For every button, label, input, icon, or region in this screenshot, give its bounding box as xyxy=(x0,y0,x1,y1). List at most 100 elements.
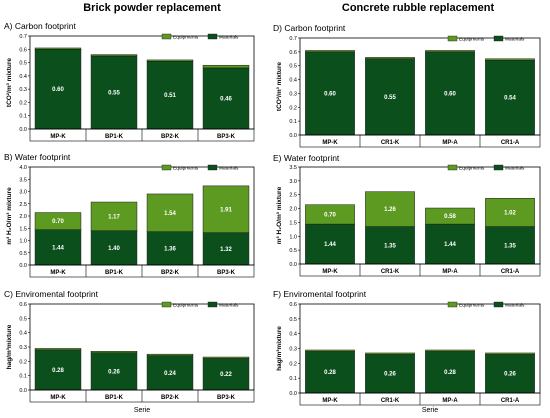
chart-panel-a: A) Carbon footprint tCO²/m³ mixture 0.0 0.1… xyxy=(4,21,255,142)
bar-equipments xyxy=(485,58,535,61)
y-tick-label: 0.2 xyxy=(19,359,27,365)
y-tick-label: 0.3 xyxy=(289,347,297,353)
bar-materials xyxy=(425,51,475,136)
data-label-materials: 1.44 xyxy=(324,242,336,248)
legend-label: Equipments xyxy=(173,166,199,172)
y-tick-label: 0.0 xyxy=(289,391,297,397)
y-axis-label: hag/m³mixture xyxy=(276,326,283,371)
data-label-materials: 0.24 xyxy=(164,371,176,377)
y-tick-label: 3.5 xyxy=(19,177,27,183)
y-tick-label: 0.6 xyxy=(289,50,297,56)
bar-equipments xyxy=(485,198,535,227)
x-tick-label: CR1-K xyxy=(381,269,400,275)
legend-swatch xyxy=(207,164,218,171)
legend-swatch xyxy=(207,301,218,308)
legend-swatch xyxy=(447,164,458,171)
data-label-materials: 0.54 xyxy=(504,96,516,102)
bar-equipments xyxy=(90,54,138,57)
legend-swatch xyxy=(447,301,458,308)
data-label-equipments: 1.91 xyxy=(220,207,232,213)
y-tick-label: 0.5 xyxy=(289,317,297,323)
data-label-materials: 0.60 xyxy=(52,87,64,93)
chart-panel-d: D) Carbon footprint tCO²/m³ mixture 0.0 0.1… xyxy=(273,23,541,148)
data-label-equipments: 1.02 xyxy=(504,210,516,216)
x-tick-label: MP-A xyxy=(442,398,458,404)
bar-equipments xyxy=(305,349,355,352)
x-category-strip xyxy=(299,134,541,148)
bar-materials xyxy=(202,67,250,130)
data-label-materials: 0.55 xyxy=(108,90,120,96)
panel-title: D) Carbon footprint xyxy=(273,23,346,33)
y-tick-label: 1.5 xyxy=(289,220,297,226)
bar-equipments xyxy=(202,185,250,233)
legend-swatch xyxy=(493,164,504,171)
bar-equipments xyxy=(305,204,355,225)
y-tick-label: 0.3 xyxy=(19,345,27,351)
y-tick-label: 0.2 xyxy=(289,105,297,111)
x-tick-label: MP-K xyxy=(50,134,66,140)
bar-equipments xyxy=(34,47,82,50)
y-tick-label: 0.4 xyxy=(19,74,27,80)
y-tick-label: 2.0 xyxy=(19,214,27,220)
x-tick-label: CR1-K xyxy=(381,140,400,146)
panel-title: F) Enviromental footprint xyxy=(273,289,367,299)
bar-equipments xyxy=(146,193,194,232)
legend-swatch xyxy=(207,33,218,40)
x-tick-label: BP2-K xyxy=(161,134,180,140)
bar-equipments xyxy=(365,191,415,227)
bar-equipments xyxy=(425,50,475,53)
x-tick-label: CR1-K xyxy=(381,398,400,404)
bar-equipments xyxy=(146,353,194,356)
y-tick-label: 2.5 xyxy=(19,202,27,208)
legend-label: Equipments xyxy=(459,166,485,172)
x-tick-label: CR1-A xyxy=(501,140,520,146)
chart-panel-f: F) Enviromental footprint hag/m³mixture 0.… xyxy=(273,289,541,406)
bar-materials xyxy=(365,354,415,394)
data-label-materials: 0.22 xyxy=(220,372,232,378)
data-label-equipments: 0.70 xyxy=(324,212,336,218)
x-tick-label: BP1-K xyxy=(105,270,124,276)
x-tick-label: MP-K xyxy=(322,140,338,146)
bar-materials xyxy=(305,223,355,265)
data-label-materials: 0.28 xyxy=(324,370,336,376)
left-x-axis-label: Serie xyxy=(134,407,150,414)
y-axis-label: m³ H₂O/m³ mixture xyxy=(6,187,13,245)
bar-equipments xyxy=(146,59,194,62)
y-tick-label: 0.0 xyxy=(289,262,297,268)
legend-label: Equipments xyxy=(173,35,199,41)
y-tick-label: 4.0 xyxy=(19,165,27,171)
y-tick-label: 0.7 xyxy=(289,36,297,42)
y-tick-label: 3.5 xyxy=(289,165,297,171)
bar-materials xyxy=(34,229,82,266)
y-tick-label: 0.1 xyxy=(19,114,27,120)
y-tick-label: 0.2 xyxy=(19,100,27,106)
legend-label: Materials xyxy=(505,166,525,172)
legend-swatch xyxy=(161,33,172,40)
y-tick-label: 0.6 xyxy=(19,47,27,53)
legend-label: Materials xyxy=(505,37,525,43)
data-label-equipments: 0.58 xyxy=(444,214,456,220)
data-label-materials: 0.26 xyxy=(504,372,516,378)
x-category-strip xyxy=(299,392,541,406)
x-tick-label: BP3-K xyxy=(217,270,236,276)
panel-title: C) Enviromental footprint xyxy=(4,289,99,299)
legend-label: Equipments xyxy=(459,37,485,43)
y-tick-label: 1.0 xyxy=(19,239,27,245)
y-tick-label: 0.7 xyxy=(19,34,27,40)
x-tick-label: BP3-K xyxy=(217,395,236,401)
bar-materials xyxy=(34,49,82,130)
x-tick-label: CR1-A xyxy=(501,269,520,275)
x-category-strip xyxy=(29,128,255,142)
data-label-materials: 0.55 xyxy=(384,95,396,101)
bar-materials xyxy=(305,51,355,136)
bar-equipments xyxy=(425,207,475,225)
y-tick-label: 0.5 xyxy=(19,251,27,257)
x-tick-label: MP-A xyxy=(442,269,458,275)
x-tick-label: BP1-K xyxy=(105,395,124,401)
x-category-strip xyxy=(29,389,255,403)
data-label-materials: 1.44 xyxy=(52,245,64,251)
y-tick-label: 1.0 xyxy=(289,234,297,240)
bar-equipments xyxy=(34,348,82,351)
y-axis-label: tCO²/m³ mixture xyxy=(6,58,13,108)
